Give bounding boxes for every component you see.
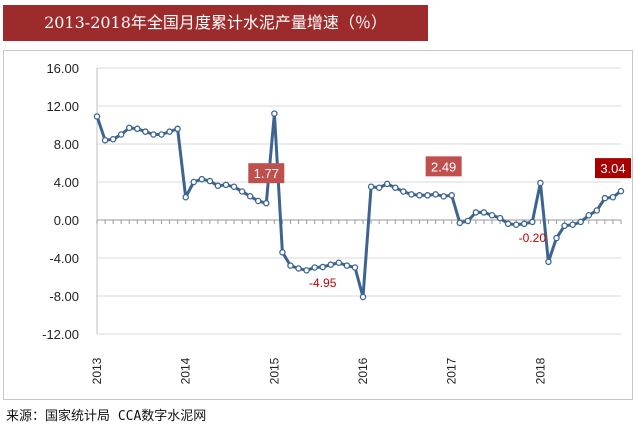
data-callout-box xyxy=(248,163,285,184)
data-point xyxy=(577,218,584,226)
data-point xyxy=(142,128,149,135)
data-point xyxy=(206,177,214,185)
data-point xyxy=(456,219,464,227)
data-point xyxy=(287,262,294,269)
data-point xyxy=(408,191,415,198)
data-point xyxy=(448,192,455,199)
data-point xyxy=(609,193,617,201)
data-point xyxy=(617,187,625,195)
x-tick-label: 2013 xyxy=(90,357,104,384)
data-point xyxy=(375,184,383,191)
data-label: -0.20 xyxy=(519,231,547,245)
data-point xyxy=(319,263,326,271)
y-tick-label: 8.00 xyxy=(54,137,79,152)
data-point xyxy=(190,178,197,186)
data-point xyxy=(117,131,125,138)
data-point xyxy=(263,199,270,207)
source-note: 来源：国家统计局 CCA数字水泥网 xyxy=(6,409,207,424)
data-point xyxy=(472,209,480,216)
data-point xyxy=(134,125,141,133)
x-tick-label: 2018 xyxy=(533,357,547,384)
y-tick-label: 16.00 xyxy=(46,61,79,76)
data-point xyxy=(504,220,512,228)
data-point xyxy=(303,267,310,274)
data-label: -4.95 xyxy=(309,276,337,290)
data-point xyxy=(553,234,560,242)
data-point xyxy=(593,207,601,214)
y-tick-label: -8.00 xyxy=(49,289,79,304)
data-point xyxy=(359,293,367,301)
data-point xyxy=(480,209,488,216)
data-point xyxy=(529,218,536,226)
data-point xyxy=(254,197,262,205)
chart-frame: 16.00 12.00 8.00 4.00 0.00 -4.00 -8.00 -12.00 20… xyxy=(3,50,633,400)
data-point xyxy=(311,264,318,271)
data-point xyxy=(271,110,278,117)
x-tick-label: 2014 xyxy=(179,357,193,384)
series-line xyxy=(95,112,622,299)
data-point xyxy=(150,131,157,138)
data-point xyxy=(496,214,504,222)
data-point xyxy=(109,136,117,143)
data-point xyxy=(93,113,101,120)
data-point xyxy=(569,221,576,228)
data-point xyxy=(246,192,254,200)
data-point xyxy=(214,182,222,190)
data-point xyxy=(101,136,109,144)
data-point xyxy=(488,211,496,219)
data-point xyxy=(400,188,407,195)
data-point xyxy=(545,258,552,266)
line-chart: 16.00 12.00 8.00 4.00 0.00 -4.00 -8.00 -12.00 20… xyxy=(42,61,631,384)
data-point xyxy=(464,217,472,225)
data-point xyxy=(125,124,133,132)
data-point xyxy=(537,179,544,187)
data-point xyxy=(279,249,286,256)
data-point xyxy=(585,211,593,219)
data-point xyxy=(416,192,423,199)
data-point xyxy=(440,193,447,200)
data-point xyxy=(521,220,528,228)
data-point xyxy=(601,194,609,202)
data-point xyxy=(367,183,375,190)
data-point xyxy=(351,264,359,271)
data-point xyxy=(512,221,520,228)
y-tick-label: -4.00 xyxy=(49,251,79,266)
x-tick-label: 2016 xyxy=(356,357,370,384)
data-point xyxy=(158,131,165,138)
data-point xyxy=(198,175,206,183)
data-point xyxy=(238,188,246,195)
x-tick-label: 2015 xyxy=(267,357,281,384)
data-point xyxy=(424,192,431,199)
y-tick-label: 12.00 xyxy=(46,99,79,114)
data-point xyxy=(222,181,230,189)
data-point xyxy=(561,222,568,229)
y-tick-label: -12.00 xyxy=(42,327,79,342)
y-tick-label: 0.00 xyxy=(54,213,79,228)
data-label: 2.49 xyxy=(431,159,456,174)
data-point xyxy=(383,180,391,188)
data-point xyxy=(327,261,335,268)
data-point xyxy=(392,184,399,191)
chart-title: 2013-2018年全国月度累计水泥产量增速（％） xyxy=(3,5,428,41)
data-label: 1.77 xyxy=(254,166,279,181)
data-point xyxy=(230,183,238,190)
data-point xyxy=(174,125,181,133)
data-point xyxy=(432,191,439,198)
data-point xyxy=(335,259,343,266)
x-tick-label: 2017 xyxy=(445,357,459,384)
data-label: 3.04 xyxy=(600,161,625,176)
data-point xyxy=(182,193,189,201)
y-tick-label: 4.00 xyxy=(54,175,79,190)
data-point xyxy=(343,262,351,269)
data-callout-box xyxy=(425,156,462,177)
data-point xyxy=(295,265,302,272)
data-callout-box xyxy=(595,158,631,179)
data-point xyxy=(166,128,173,135)
